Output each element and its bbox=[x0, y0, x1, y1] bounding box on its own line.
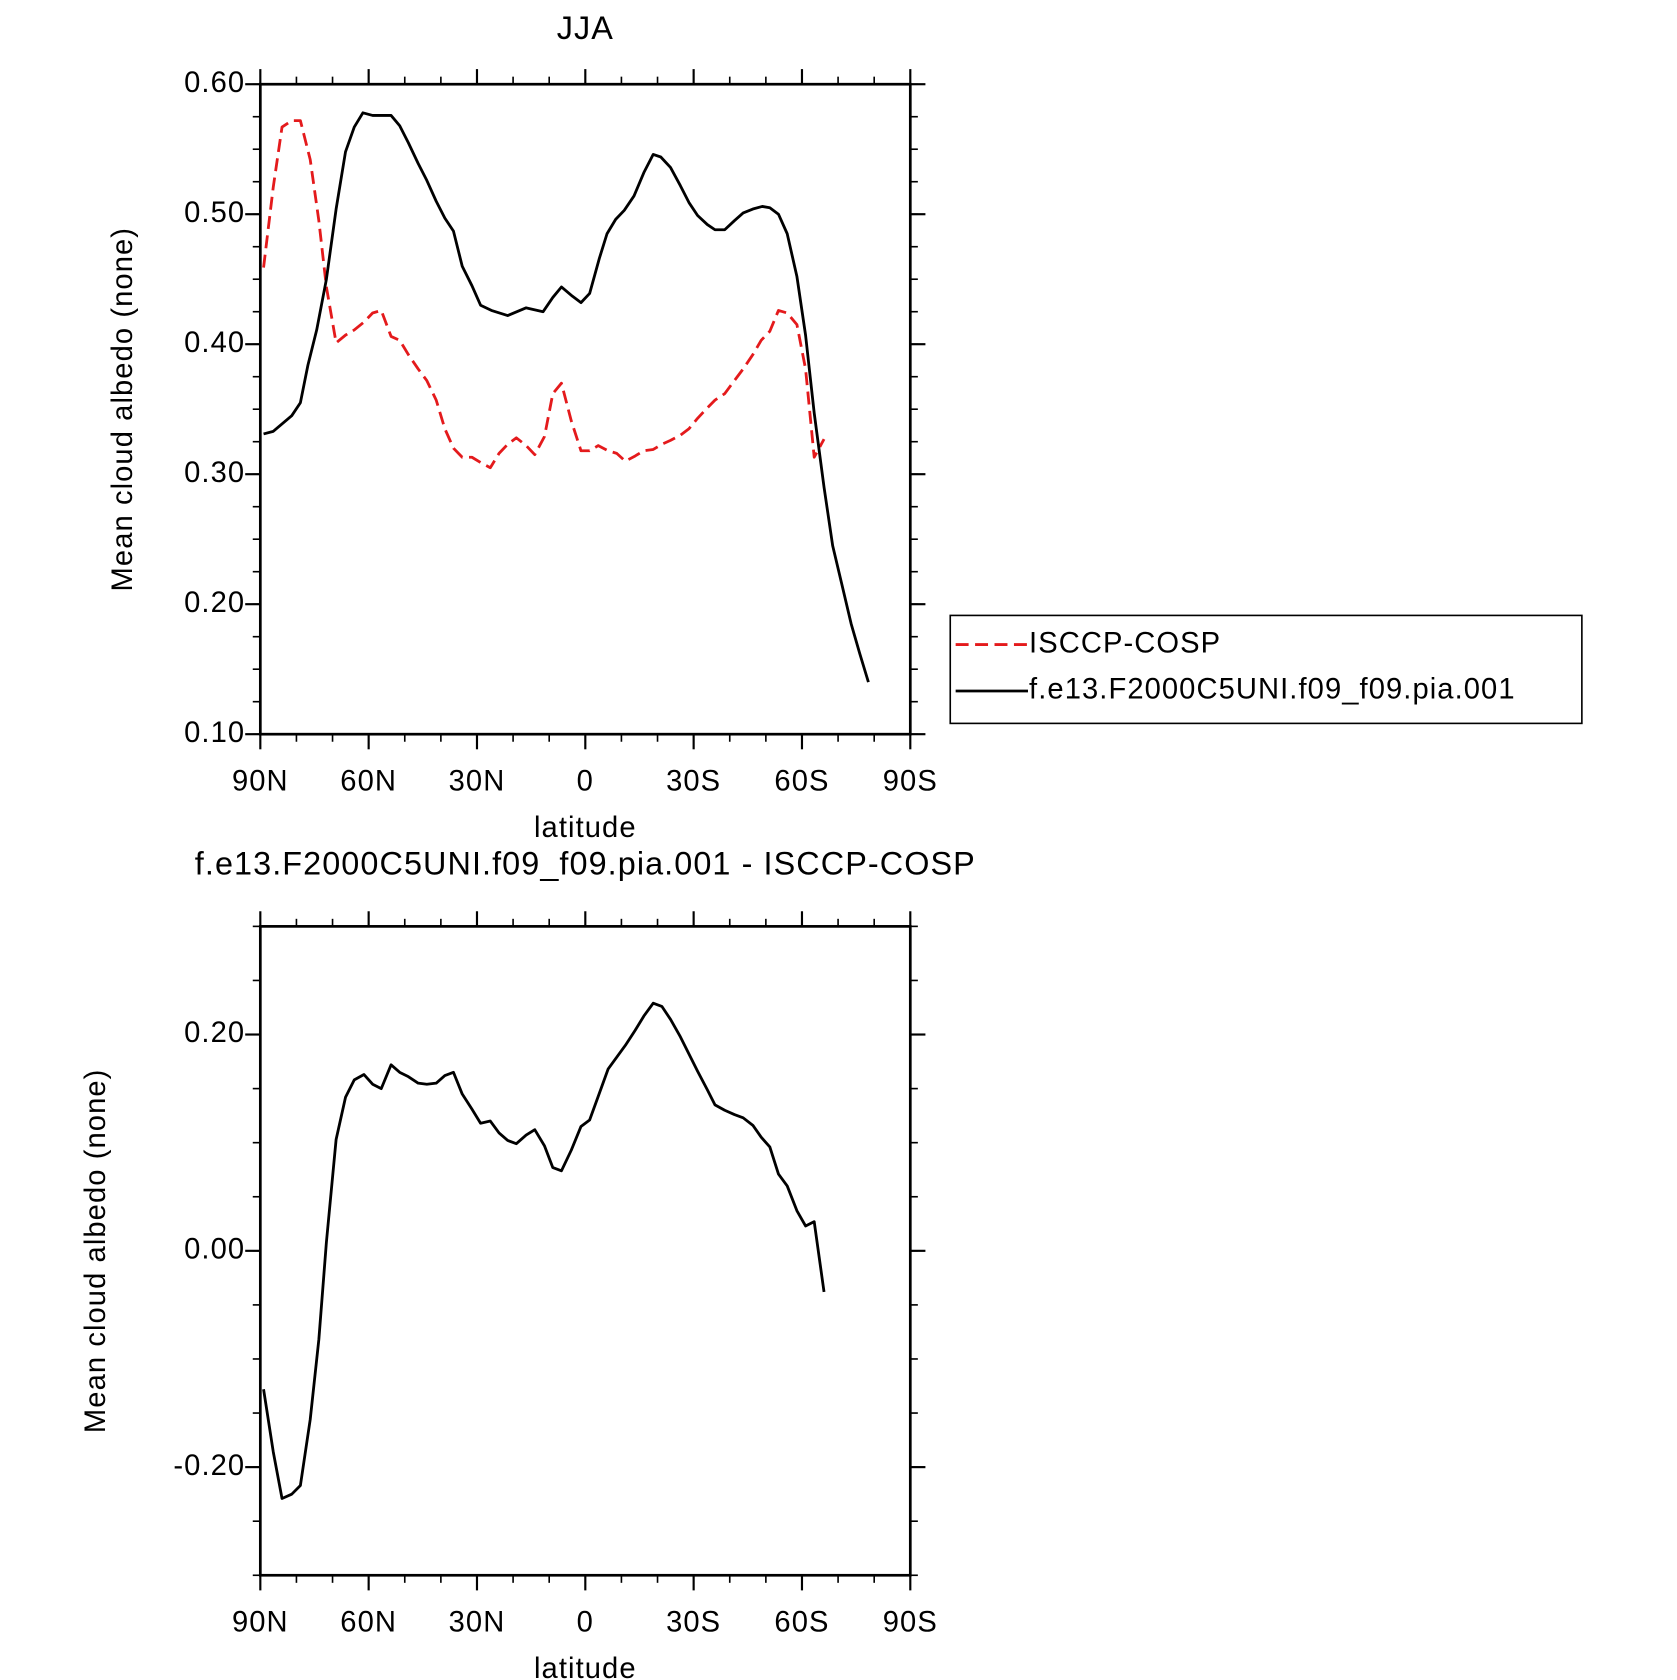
x-tick-label: 90N bbox=[232, 1607, 289, 1639]
x-tick-label: 30N bbox=[449, 765, 506, 797]
legend-label: ISCCP-COSP bbox=[1029, 627, 1221, 659]
legend-box bbox=[949, 614, 1583, 725]
x-tick-label: 90S bbox=[883, 1607, 938, 1639]
x-tick-label: 60N bbox=[340, 765, 397, 797]
y-tick-label: -0.20 bbox=[173, 1450, 245, 1482]
y-tick-label: 0.10 bbox=[184, 717, 245, 749]
y-axis-label: Mean cloud albedo (none) bbox=[80, 1069, 112, 1434]
x-tick-label: 60N bbox=[340, 1607, 397, 1639]
x-tick-label: 30S bbox=[666, 1607, 721, 1639]
y-axis-label: Mean cloud albedo (none) bbox=[107, 227, 139, 592]
x-tick-label: 0 bbox=[577, 1607, 594, 1639]
chart-title: f.e13.F2000C5UNI.f09_f09.pia.001 - ISCCP… bbox=[195, 845, 976, 881]
x-tick-label: 60S bbox=[774, 1607, 829, 1639]
y-tick-label: 0.30 bbox=[184, 457, 245, 489]
data-line bbox=[263, 111, 870, 683]
y-tick-label: 0.50 bbox=[184, 197, 245, 229]
x-tick-label: 90N bbox=[232, 765, 289, 797]
y-tick-label: 0.20 bbox=[184, 587, 245, 619]
x-tick-label: 90S bbox=[883, 765, 938, 797]
x-tick-label: 30N bbox=[449, 1607, 506, 1639]
x-tick-label: 0 bbox=[577, 765, 594, 797]
x-axis-label: latitude bbox=[534, 1653, 637, 1680]
chart-title: JJA bbox=[557, 10, 614, 46]
y-tick-label: 0.60 bbox=[184, 67, 245, 99]
x-tick-label: 60S bbox=[774, 765, 829, 797]
legend: ISCCP-COSP f.e13.F2000C5UNI.f09_f09.pia.0… bbox=[949, 614, 1583, 725]
y-tick-label: 0.40 bbox=[184, 327, 245, 359]
y-tick-label: 0.00 bbox=[184, 1234, 245, 1266]
x-axis-label: latitude bbox=[534, 812, 637, 844]
plot-frame bbox=[258, 925, 912, 1577]
data-line bbox=[262, 1001, 826, 1500]
y-tick-label: 0.20 bbox=[184, 1017, 245, 1049]
x-tick-label: 30S bbox=[666, 765, 721, 797]
legend-label: f.e13.F2000C5UNI.f09_f09.pia.001 bbox=[1029, 674, 1516, 706]
data-line bbox=[262, 119, 826, 470]
